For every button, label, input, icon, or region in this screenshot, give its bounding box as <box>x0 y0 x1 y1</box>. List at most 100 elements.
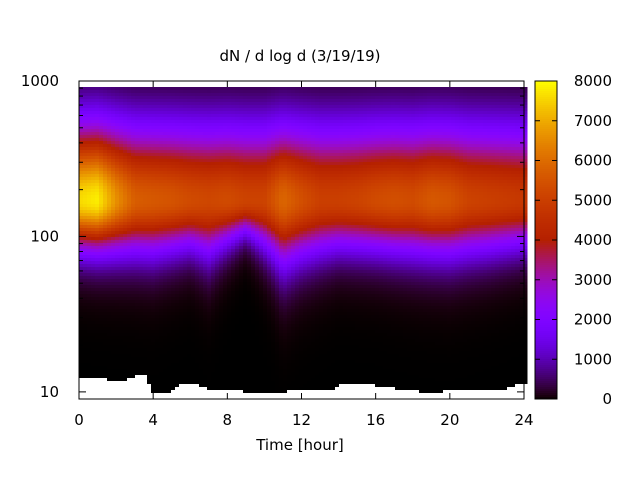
heatmap-cell <box>179 225 184 229</box>
heatmap-cell <box>203 138 208 142</box>
heatmap-cell <box>171 360 176 364</box>
heatmap-cell <box>163 231 168 235</box>
heatmap-cell <box>91 84 96 88</box>
heatmap-cell <box>227 123 232 127</box>
heatmap-cell <box>135 318 140 322</box>
heatmap-cell <box>219 267 224 271</box>
heatmap-cell <box>147 303 152 307</box>
heatmap-cell <box>183 183 188 187</box>
heatmap-cell <box>179 174 184 178</box>
heatmap-cell <box>239 180 244 184</box>
heatmap-cell <box>239 192 244 196</box>
heatmap-cell <box>87 303 92 307</box>
heatmap-cell <box>227 249 232 253</box>
heatmap-cell <box>255 210 260 214</box>
heatmap-cell <box>139 288 144 292</box>
heatmap-cell <box>263 369 268 373</box>
heatmap-cell <box>111 249 116 253</box>
heatmap-cell <box>115 366 120 370</box>
heatmap-cell <box>219 180 224 184</box>
heatmap-cell <box>167 126 172 130</box>
heatmap-cell <box>243 312 248 316</box>
heatmap-cell <box>195 333 200 337</box>
heatmap-cell <box>127 123 132 127</box>
heatmap-cell <box>191 366 196 370</box>
heatmap-cell <box>179 237 184 241</box>
heatmap-cell <box>215 87 220 91</box>
heatmap-cell <box>191 87 196 91</box>
heatmap-cell <box>171 84 176 88</box>
heatmap-cell <box>143 276 148 280</box>
heatmap-cell <box>191 183 196 187</box>
heatmap-cell <box>255 99 260 103</box>
heatmap-cell <box>183 129 188 133</box>
heatmap-cell <box>247 294 252 298</box>
heatmap-cell <box>139 345 144 349</box>
heatmap-cell <box>195 375 200 379</box>
heatmap-cell <box>123 141 128 145</box>
heatmap-cell <box>215 141 220 145</box>
heatmap-cell <box>235 159 240 163</box>
heatmap-cell <box>119 225 124 229</box>
heatmap-cell <box>223 354 228 358</box>
heatmap-cell <box>199 342 204 346</box>
heatmap-cell <box>155 342 160 346</box>
heatmap-cell <box>155 345 160 349</box>
heatmap-cell <box>95 111 100 115</box>
heatmap-cell <box>139 240 144 244</box>
heatmap-cell <box>263 249 268 253</box>
heatmap-cell <box>263 201 268 205</box>
heatmap-cell <box>143 396 148 400</box>
heatmap-cell <box>79 306 84 310</box>
heatmap-cell <box>191 144 196 148</box>
heatmap-cell <box>239 243 244 247</box>
heatmap-cell <box>195 261 200 265</box>
heatmap-cell <box>163 255 168 259</box>
heatmap-cell <box>187 81 192 85</box>
heatmap-cell <box>219 228 224 232</box>
heatmap-cell <box>111 240 116 244</box>
heatmap-cell <box>179 312 184 316</box>
heatmap-cell <box>135 102 140 106</box>
heatmap-cell <box>207 183 212 187</box>
heatmap-cell <box>235 108 240 112</box>
heatmap-cell <box>139 201 144 205</box>
heatmap-cell <box>163 222 168 226</box>
heatmap-cell <box>95 99 100 103</box>
heatmap-cell <box>263 393 268 397</box>
heatmap-cell <box>227 141 232 145</box>
heatmap-cell <box>255 306 260 310</box>
heatmap-cell <box>115 195 120 199</box>
heatmap-cell <box>211 246 216 250</box>
heatmap-cell <box>123 237 128 241</box>
heatmap-cell <box>147 366 152 370</box>
heatmap-cell <box>243 267 248 271</box>
heatmap-cell <box>163 279 168 283</box>
heatmap-cell <box>87 291 92 295</box>
heatmap-cell <box>227 246 232 250</box>
heatmap-cell <box>83 312 88 316</box>
heatmap-cell <box>83 282 88 286</box>
heatmap-cell <box>179 147 184 151</box>
heatmap-cell <box>95 297 100 301</box>
heatmap-cell <box>243 222 248 226</box>
heatmap-cell <box>235 336 240 340</box>
heatmap-cell <box>127 183 132 187</box>
heatmap-cell <box>243 393 248 397</box>
heatmap-cell <box>199 96 204 100</box>
heatmap-cell <box>143 195 148 199</box>
heatmap-cell <box>111 144 116 148</box>
heatmap-cell <box>175 306 180 310</box>
heatmap-cell <box>239 135 244 139</box>
heatmap-cell <box>179 249 184 253</box>
heatmap-cell <box>215 282 220 286</box>
heatmap-cell <box>131 195 136 199</box>
heatmap-cell <box>167 111 172 115</box>
heatmap-cell <box>187 378 192 382</box>
heatmap-cell <box>83 336 88 340</box>
heatmap-cell <box>255 285 260 289</box>
heatmap-cell <box>95 207 100 211</box>
heatmap-cell <box>83 324 88 328</box>
heatmap-cell <box>171 141 176 145</box>
heatmap-cell <box>187 108 192 112</box>
